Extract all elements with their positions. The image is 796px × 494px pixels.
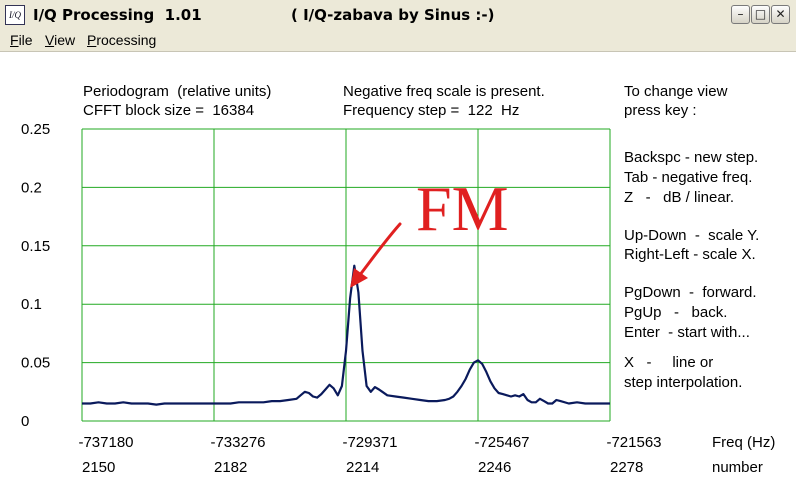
app-icon[interactable]: I/Q — [5, 5, 25, 25]
menu-view[interactable]: View — [45, 32, 75, 48]
block-size-label: CFFT block size = 16384 — [83, 102, 255, 119]
menu-view-label: iew — [54, 32, 76, 48]
x-tick-label-number: 2182 — [214, 459, 247, 476]
help-line: X - line or — [624, 354, 714, 371]
menu-processing[interactable]: Processing — [87, 32, 156, 48]
menu-file[interactable]: File — [10, 32, 33, 48]
help-line: Right-Left - scale X. — [624, 246, 756, 263]
x-tick-label-number: 2150 — [82, 459, 115, 476]
y-tick-label: 0.15 — [21, 238, 50, 255]
y-tick-label: 0.1 — [21, 296, 42, 313]
x-tick-label-freq: -725467 — [474, 434, 529, 451]
fm-arrow — [350, 222, 402, 288]
frequency-step-label: Frequency step = 122 Hz — [343, 102, 520, 119]
help-line: Up-Down - scale Y. — [624, 227, 760, 244]
x-tick-label-number: 2278 — [610, 459, 643, 476]
title-bar[interactable]: I/Q I/Q Processing 1.01 ( I/Q-zabava by … — [0, 0, 796, 31]
series-line — [82, 264, 610, 406]
x-tick-label-freq: -729371 — [342, 434, 397, 451]
help-line: Z - dB / linear. — [624, 189, 735, 206]
x-tick-label-freq: -721563 — [606, 434, 661, 451]
menu-file-label: ile — [18, 32, 33, 48]
y-tick-label: 0.05 — [21, 355, 50, 372]
help-line: PgUp - back. — [624, 304, 728, 321]
close-icon[interactable]: ✕ — [771, 5, 790, 24]
help-line: Enter - start with... — [624, 324, 750, 341]
help-line: PgDown - forward. — [624, 284, 757, 301]
y-tick-label: 0.25 — [21, 121, 50, 138]
x-tick-label-number: 2246 — [478, 459, 511, 476]
help-line: Tab - negative freq. — [624, 169, 753, 186]
menu-processing-accel: P — [87, 32, 97, 48]
menu-file-accel: F — [10, 32, 19, 48]
window-subtitle: ( I/Q-zabava by Sinus :-) — [291, 6, 495, 24]
x-tick-label-number: 2214 — [346, 459, 379, 476]
y-tick-label: 0 — [21, 413, 29, 430]
x-tick-label-freq: -733276 — [210, 434, 265, 451]
x-axis-label-number: number — [712, 459, 763, 476]
menu-bar: File View Processing — [0, 30, 796, 52]
menu-processing-label: rocessing — [96, 32, 157, 48]
help-line: press key : — [624, 102, 697, 119]
menu-view-accel: V — [45, 32, 55, 48]
fm-annotation: FM — [416, 173, 509, 244]
x-tick-labels: -737180 -733276 -729371 -725467 -721563 2150 2… — [78, 434, 661, 476]
help-line: To change view — [624, 83, 728, 100]
maximize-icon[interactable]: □ — [751, 5, 770, 24]
help-line: step interpolation. — [624, 374, 743, 391]
chart-title: Periodogram (relative units) — [83, 83, 272, 100]
x-tick-label-freq: -737180 — [78, 434, 133, 451]
y-tick-labels: 0.25 0.2 0.15 0.1 0.05 0 — [21, 121, 50, 430]
minimize-icon[interactable]: – — [731, 5, 750, 24]
help-line: Backspc - new step. — [624, 149, 759, 166]
plot-grid — [81, 128, 611, 422]
x-axis-label-freq: Freq (Hz) — [712, 434, 775, 451]
negative-scale-label: Negative freq scale is present. — [343, 83, 545, 100]
y-tick-label: 0.2 — [21, 179, 42, 196]
window-title: I/Q Processing 1.01 — [33, 6, 202, 24]
